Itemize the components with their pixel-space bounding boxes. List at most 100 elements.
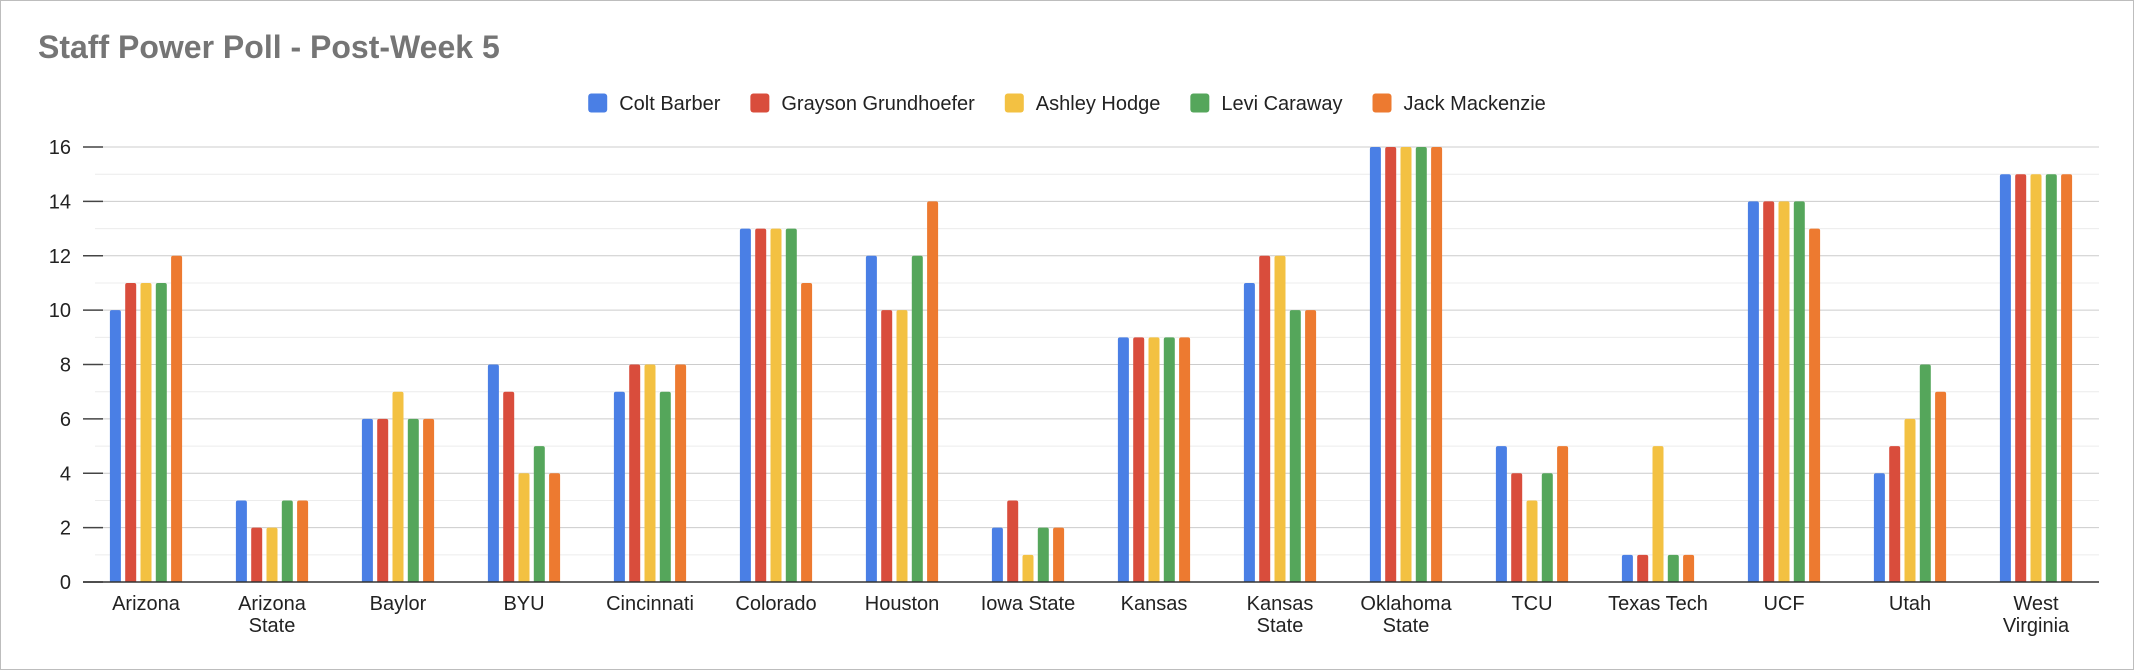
bar	[251, 527, 263, 582]
x-tick-label: Kansas	[1121, 593, 1188, 615]
bar	[1621, 554, 1633, 582]
bar	[1305, 310, 1317, 582]
y-tick-label: 14	[49, 191, 71, 213]
bar	[1117, 337, 1129, 582]
bar	[739, 228, 751, 582]
bar	[613, 391, 625, 582]
legend-label: Colt Barber	[619, 93, 720, 115]
legend-swatch	[1190, 93, 1210, 113]
x-tick-label: Texas Tech	[1608, 593, 1708, 615]
legend-swatch	[750, 93, 770, 113]
bar	[487, 364, 499, 582]
x-tick-label: Utah	[1889, 593, 1931, 615]
bar	[518, 473, 530, 582]
x-tick-label: West Virginia	[2003, 593, 2070, 637]
y-tick-label: 10	[49, 300, 71, 322]
bar	[1163, 337, 1175, 582]
bar	[2015, 174, 2027, 582]
bar	[2061, 174, 2073, 582]
bar	[1037, 527, 1049, 582]
bar	[1133, 337, 1145, 582]
y-tick-label: 16	[49, 137, 71, 159]
x-tick-label: Baylor	[370, 593, 427, 615]
bar	[911, 255, 923, 582]
bar	[155, 282, 167, 582]
bar	[644, 364, 656, 582]
bar	[896, 310, 908, 582]
x-tick-label: Arizona	[112, 593, 181, 615]
bar	[1747, 201, 1759, 582]
bar	[1667, 554, 1679, 582]
bar	[1999, 174, 2011, 582]
legend-label: Ashley Hodge	[1036, 93, 1161, 115]
bar	[171, 255, 183, 582]
bar	[109, 310, 121, 582]
bar	[140, 282, 152, 582]
y-tick-label: 6	[60, 409, 71, 431]
x-tick-label: UCF	[1763, 593, 1804, 615]
bar	[1400, 147, 1412, 582]
x-tick-label: Oklahoma State	[1360, 593, 1452, 637]
bar	[785, 228, 797, 582]
bar	[1385, 147, 1397, 582]
bar	[235, 500, 247, 582]
bar	[1809, 228, 1821, 582]
bar	[1415, 147, 1427, 582]
bar	[1637, 554, 1649, 582]
bar	[1541, 473, 1553, 582]
bar	[675, 364, 687, 582]
bar	[392, 391, 404, 582]
bar	[549, 473, 561, 582]
bar	[1526, 500, 1538, 582]
bar	[1763, 201, 1775, 582]
legend-swatch	[588, 93, 608, 113]
bar	[407, 418, 419, 582]
y-tick-label: 2	[60, 518, 71, 540]
x-tick-label: Cincinnati	[606, 593, 694, 615]
bar	[377, 418, 389, 582]
x-tick-label: TCU	[1511, 593, 1552, 615]
bar	[1778, 201, 1790, 582]
bar	[1053, 527, 1065, 582]
bar	[1935, 391, 1947, 582]
bar	[125, 282, 137, 582]
bar	[1259, 255, 1271, 582]
bar	[881, 310, 893, 582]
bar	[281, 500, 293, 582]
legend-label: Levi Caraway	[1221, 93, 1342, 115]
legend-swatch	[1004, 93, 1024, 113]
bar	[297, 500, 309, 582]
x-tick-label: Iowa State	[981, 593, 1076, 615]
bar	[1511, 473, 1523, 582]
bar	[533, 446, 545, 582]
bar	[1889, 446, 1901, 582]
bar	[1904, 418, 1916, 582]
bar	[629, 364, 641, 582]
legend-swatch	[1372, 93, 1392, 113]
bar	[361, 418, 373, 582]
x-tick-label: Colorado	[735, 593, 816, 615]
bar	[991, 527, 1003, 582]
bar	[659, 391, 671, 582]
bar	[927, 201, 939, 582]
y-tick-label: 0	[60, 572, 71, 594]
x-tick-label: Arizona State	[238, 593, 307, 637]
bar	[1919, 364, 1931, 582]
bar	[1007, 500, 1019, 582]
bar	[1179, 337, 1191, 582]
bar	[2030, 174, 2042, 582]
bar	[865, 255, 877, 582]
x-tick-label: BYU	[503, 593, 544, 615]
bar	[1243, 282, 1255, 582]
bar	[801, 282, 813, 582]
bar	[1683, 554, 1695, 582]
x-tick-label: Houston	[865, 593, 940, 615]
bar	[1148, 337, 1160, 582]
bar	[423, 418, 435, 582]
y-tick-label: 8	[60, 355, 71, 377]
bar	[1652, 446, 1664, 582]
bar	[1289, 310, 1301, 582]
bar	[266, 527, 278, 582]
